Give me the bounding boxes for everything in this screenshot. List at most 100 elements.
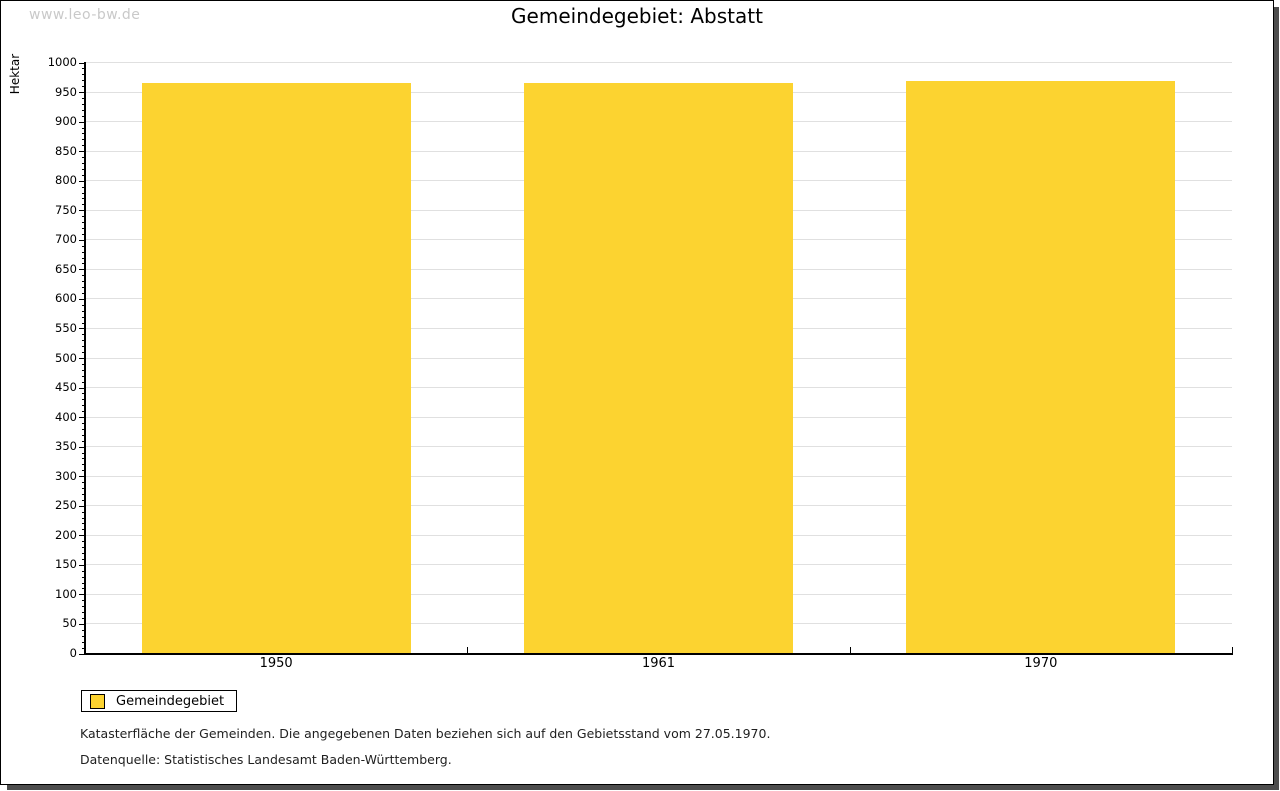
y-tick-major <box>79 446 85 448</box>
y-tick-minor <box>82 582 85 584</box>
y-tick-minor <box>82 287 85 289</box>
y-tick-minor <box>82 588 85 590</box>
y-tick-minor <box>82 222 85 224</box>
y-tick-major <box>79 417 85 419</box>
y-tick-label: 400 <box>55 409 77 424</box>
y-tick-minor <box>82 558 85 560</box>
y-tick-label: 50 <box>62 616 77 631</box>
y-tick-minor <box>82 263 85 265</box>
y-tick-label: 0 <box>69 646 77 660</box>
y-tick-minor <box>82 464 85 466</box>
y-tick-major <box>79 210 85 212</box>
y-tick-minor <box>82 162 85 164</box>
y-tick-major <box>79 535 85 537</box>
y-tick-major <box>79 269 85 271</box>
y-tick-major <box>79 62 85 64</box>
y-tick-minor <box>82 168 85 170</box>
y-tick-label: 1000 <box>47 55 77 69</box>
y-tick-minor <box>82 227 85 229</box>
y-tick-label: 250 <box>55 498 77 513</box>
y-tick-minor <box>82 576 85 578</box>
y-tick-label: 100 <box>55 586 77 601</box>
y-tick-minor <box>82 157 85 159</box>
y-tick-major <box>79 594 85 596</box>
y-tick-major <box>79 653 85 655</box>
x-axis-line <box>84 652 1233 655</box>
y-tick-major <box>79 564 85 566</box>
category-boundary-tick <box>849 646 851 653</box>
y-tick-minor <box>82 405 85 407</box>
y-tick-label: 850 <box>55 143 77 158</box>
bar-1961 <box>524 82 793 654</box>
y-tick-minor <box>82 186 85 188</box>
y-tick-minor <box>82 629 85 631</box>
y-tick-minor <box>82 174 85 176</box>
y-tick-label: 600 <box>55 291 77 306</box>
y-tick-minor <box>82 316 85 318</box>
y-tick-minor <box>82 86 85 88</box>
y-tick-minor <box>82 499 85 501</box>
y-tick-minor <box>82 275 85 277</box>
y-axis-label: Hektar <box>8 53 22 95</box>
y-tick-minor <box>82 245 85 247</box>
y-tick-minor <box>82 641 85 643</box>
category-boundary-tick <box>467 646 469 653</box>
y-tick-label: 750 <box>55 202 77 217</box>
y-tick-minor <box>82 606 85 608</box>
y-tick-label: 450 <box>55 380 77 395</box>
y-tick-major <box>79 623 85 625</box>
y-tick-minor <box>82 529 85 531</box>
y-tick-minor <box>82 251 85 253</box>
y-tick-minor <box>82 139 85 141</box>
y-tick-minor <box>82 523 85 525</box>
y-tick-label: 550 <box>55 320 77 335</box>
y-tick-minor <box>82 281 85 283</box>
y-tick-label: 500 <box>55 350 77 365</box>
y-tick-label: 300 <box>55 468 77 483</box>
y-tick-major <box>79 151 85 153</box>
y-tick-minor <box>82 109 85 111</box>
y-tick-minor <box>82 511 85 513</box>
legend: Gemeindegebiet <box>81 690 238 712</box>
y-tick-minor <box>82 97 85 99</box>
y-tick-minor <box>82 352 85 354</box>
y-tick-label: 900 <box>55 114 77 129</box>
y-tick-major <box>79 328 85 330</box>
y-tick-minor <box>82 292 85 294</box>
y-tick-minor <box>82 600 85 602</box>
bar-chart-plot-area: Hektar 0 50 100 150 200 250 300 350 400 450 500 550… <box>1 1 1273 681</box>
y-tick-minor <box>82 635 85 637</box>
y-tick-minor <box>82 381 85 383</box>
legend-label: Gemeindegebiet <box>116 693 225 709</box>
y-tick-major <box>79 298 85 300</box>
y-tick-major <box>79 358 85 359</box>
y-tick-minor <box>82 310 85 312</box>
y-tick-minor <box>82 304 85 306</box>
y-tick-label: 200 <box>55 527 77 542</box>
y-tick-minor <box>82 612 85 614</box>
y-tick-minor <box>82 68 85 70</box>
y-tick-minor <box>82 233 85 235</box>
y-tick-minor <box>82 440 85 442</box>
y-tick-minor <box>82 127 85 129</box>
x-tick-label-1961: 1961 <box>641 656 676 671</box>
y-tick-minor <box>82 74 85 76</box>
y-tick-major <box>79 180 85 182</box>
y-tick-minor <box>82 192 85 194</box>
y-tick-minor <box>82 334 85 336</box>
category-boundary-tick <box>1232 646 1233 653</box>
y-tick-major <box>79 121 85 123</box>
legend-color-swatch <box>90 693 105 709</box>
footnote-description: Katasterfläche der Gemeinden. Die angege… <box>80 726 771 741</box>
y-tick-major <box>79 476 85 478</box>
y-tick-minor <box>82 346 85 348</box>
y-tick-minor <box>82 423 85 424</box>
y-tick-minor <box>82 470 85 472</box>
y-tick-minor <box>82 541 85 543</box>
y-tick-minor <box>82 369 85 371</box>
x-tick-label-1970: 1970 <box>1024 656 1058 671</box>
y-tick-minor <box>82 340 85 342</box>
y-tick-minor <box>82 115 85 117</box>
